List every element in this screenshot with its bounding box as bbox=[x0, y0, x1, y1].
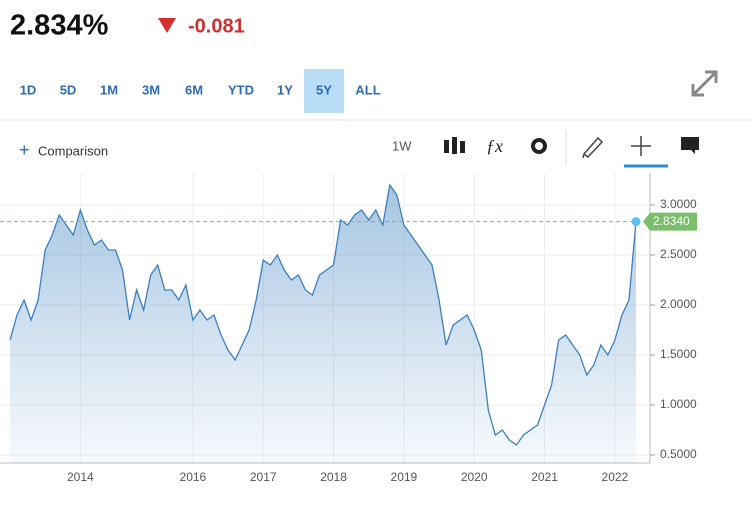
plus-icon[interactable]: + bbox=[19, 140, 30, 160]
range-button[interactable]: 1Y bbox=[277, 82, 293, 97]
range-button[interactable]: 5Y bbox=[316, 82, 332, 97]
range-button[interactable]: 3M bbox=[142, 82, 160, 97]
price-tag bbox=[643, 212, 697, 231]
candle-icon[interactable] bbox=[444, 137, 465, 154]
expand-icon[interactable] bbox=[691, 70, 718, 97]
x-tick-label: 2019 bbox=[391, 470, 418, 484]
range-button[interactable]: 6M bbox=[185, 82, 203, 97]
y-tick-label: 3.0000 bbox=[660, 197, 697, 211]
y-tick-label: 1.5000 bbox=[660, 347, 697, 361]
x-tick-label: 2018 bbox=[320, 470, 347, 484]
range-button[interactable]: 1D bbox=[20, 82, 37, 97]
price-tag-label: 2.8340 bbox=[653, 214, 690, 228]
x-tick-label: 2020 bbox=[461, 470, 488, 484]
down-arrow bbox=[158, 18, 176, 33]
range-button[interactable]: 1M bbox=[100, 82, 118, 97]
range-selected-bg bbox=[304, 69, 344, 113]
interval-button[interactable]: 1W bbox=[392, 138, 412, 153]
y-tick-label: 2.5000 bbox=[660, 247, 697, 261]
x-tick-label: 2016 bbox=[180, 470, 207, 484]
range-button[interactable]: 5D bbox=[60, 82, 77, 97]
fx-icon[interactable]: ƒx bbox=[486, 136, 503, 156]
comparison-button[interactable]: Comparison bbox=[38, 143, 108, 158]
settings-icon[interactable] bbox=[531, 138, 547, 154]
y-tick-label: 1.0000 bbox=[660, 397, 697, 411]
crosshair-icon[interactable] bbox=[631, 136, 651, 156]
last-point bbox=[631, 217, 641, 227]
price: 2.834% bbox=[10, 10, 109, 42]
x-tick-label: 2014 bbox=[67, 470, 94, 484]
x-tick-label: 2021 bbox=[531, 470, 558, 484]
y-tick-label: 0.5000 bbox=[660, 447, 697, 461]
range-button[interactable]: ALL bbox=[355, 82, 380, 97]
draw-icon[interactable] bbox=[582, 136, 604, 159]
x-tick-label: 2022 bbox=[602, 470, 629, 484]
y-tick-label: 2.0000 bbox=[660, 297, 697, 311]
comment-icon[interactable] bbox=[681, 137, 699, 154]
area-fill bbox=[10, 185, 636, 463]
line bbox=[9, 183, 637, 446]
change: -0.081 bbox=[188, 15, 245, 37]
range-button[interactable]: YTD bbox=[228, 82, 254, 97]
x-tick-label: 2017 bbox=[250, 470, 277, 484]
